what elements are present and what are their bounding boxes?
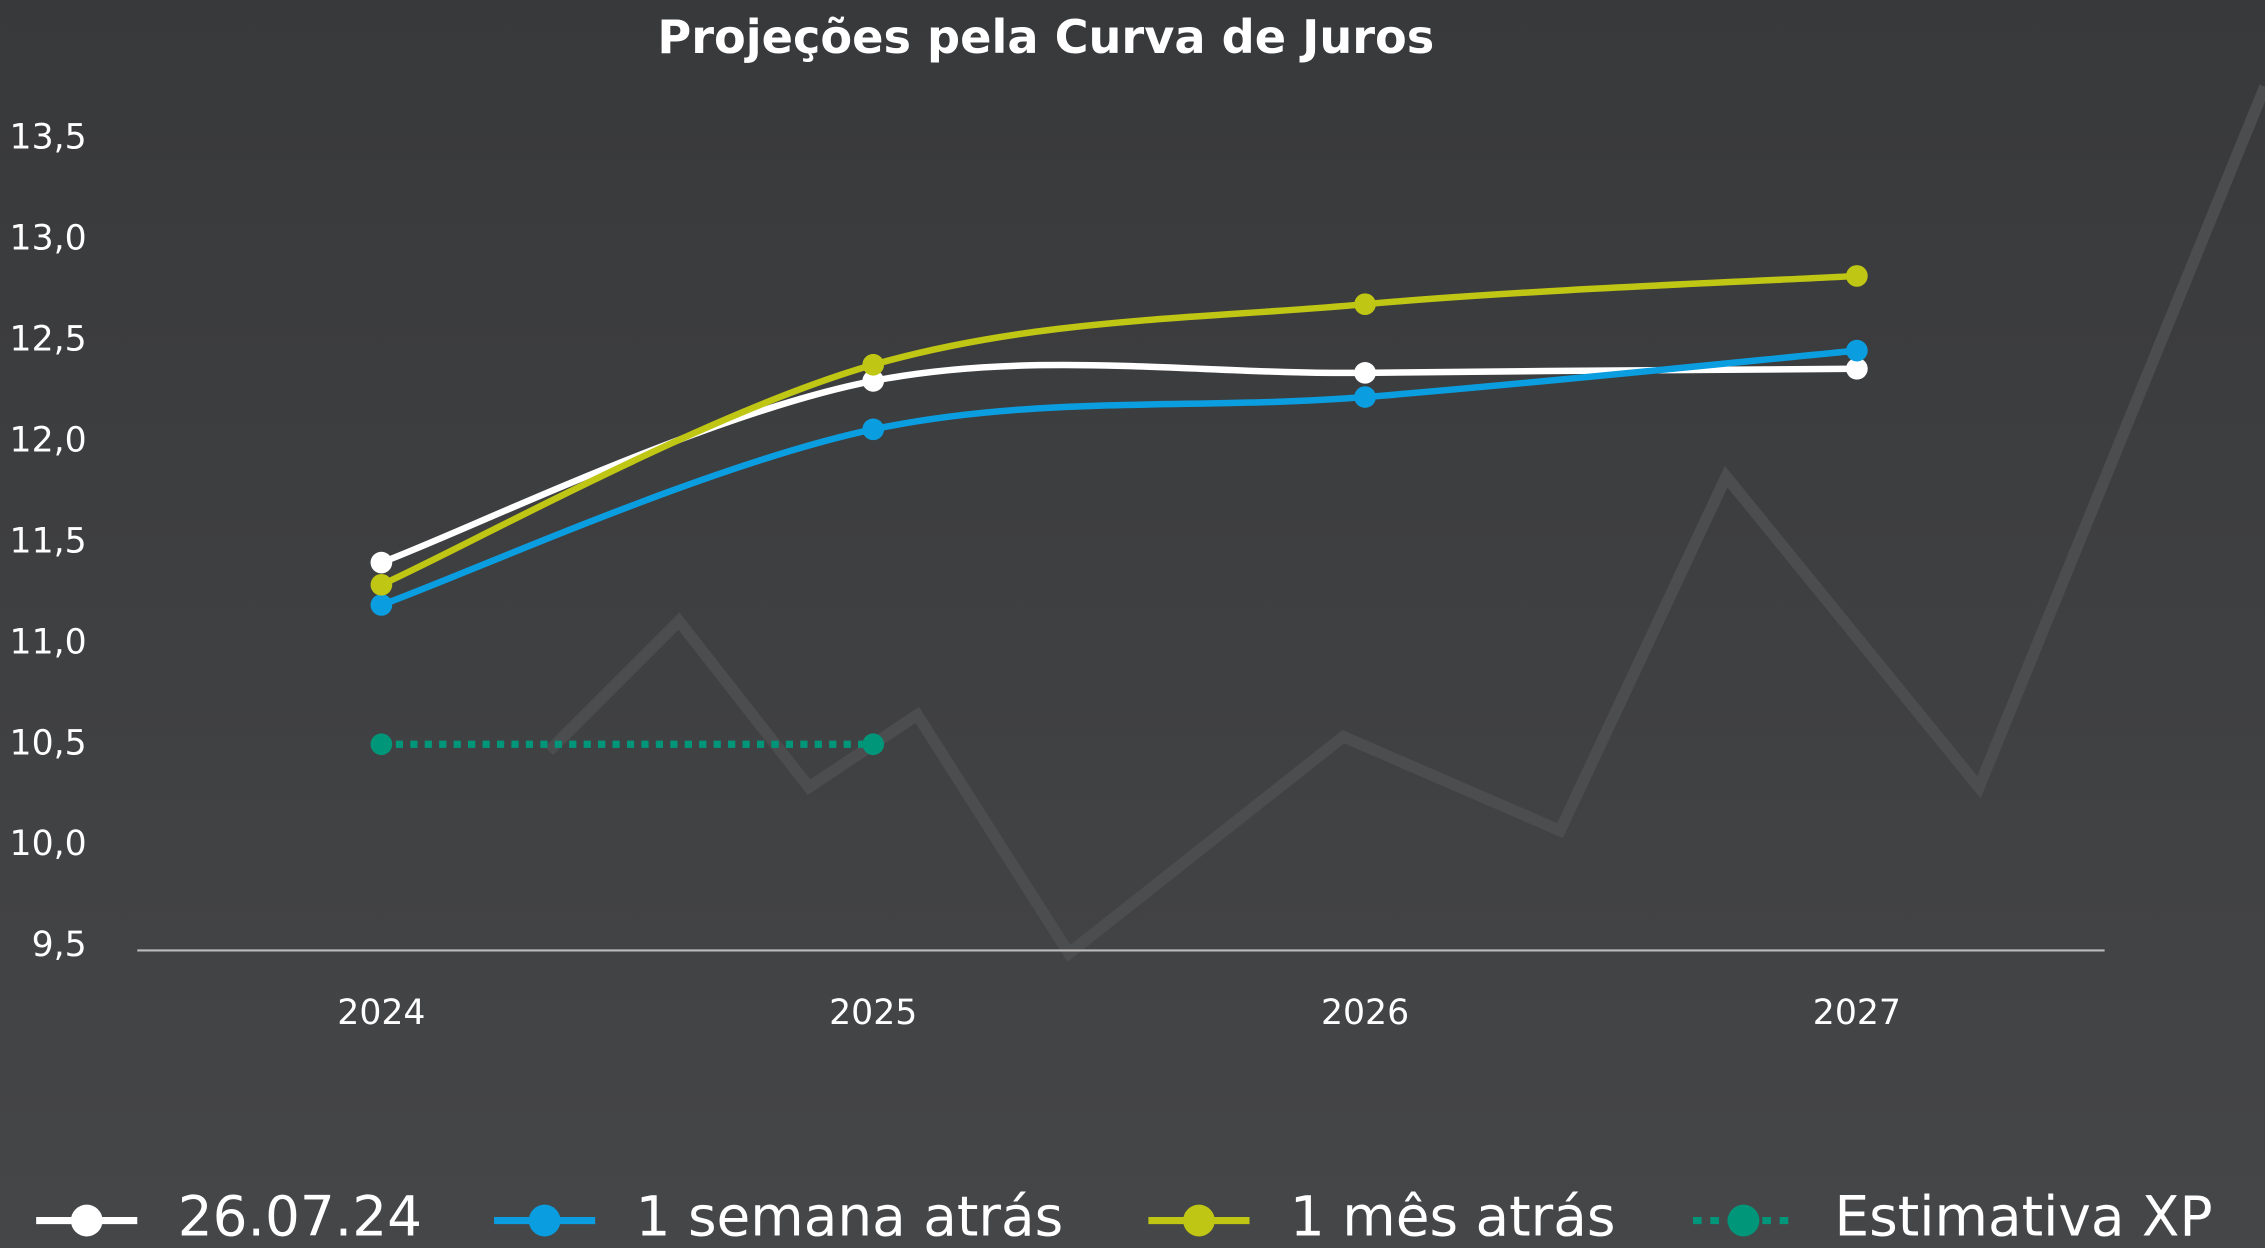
data-point — [862, 353, 885, 376]
data-point — [1354, 386, 1376, 408]
legend-marker — [70, 1204, 103, 1237]
y-tick-label: 11,0 — [10, 622, 87, 662]
legend-label: 1 semana atrás — [636, 1185, 1064, 1248]
data-point — [862, 370, 885, 392]
data-point — [1846, 265, 1868, 287]
x-tick-label: 2026 — [1321, 993, 1409, 1033]
y-tick-label: 12,0 — [10, 420, 87, 460]
legend-marker — [1727, 1204, 1760, 1237]
chart-title: Projeções pela Curva de Juros — [657, 10, 1434, 64]
y-tick-label: 13,0 — [10, 219, 87, 259]
data-point — [370, 573, 393, 596]
x-tick-label: 2025 — [829, 993, 917, 1033]
data-point — [1846, 357, 1868, 380]
legend-label: Estimativa XP — [1835, 1185, 2213, 1248]
series-line — [380, 347, 1858, 609]
x-tick-label: 2024 — [337, 993, 425, 1033]
data-point — [1354, 361, 1376, 384]
y-tick-label: 10,5 — [10, 723, 87, 763]
legend-marker — [1183, 1204, 1215, 1237]
y-tick-label: 13,5 — [10, 118, 87, 158]
legend-marker — [528, 1204, 561, 1237]
series-line — [380, 272, 1858, 588]
legend-label: 26.07.24 — [178, 1185, 422, 1248]
y-tick-label: 9,5 — [32, 925, 87, 965]
data-point — [370, 551, 393, 574]
legend-label: 1 mês atrás — [1290, 1185, 1616, 1248]
data-point — [370, 594, 393, 616]
data-point — [862, 418, 885, 441]
data-point — [370, 733, 393, 756]
y-tick-label: 12,5 — [10, 320, 87, 360]
y-tick-label: 10,0 — [10, 824, 87, 864]
y-tick-label: 11,5 — [10, 521, 87, 561]
decoration — [544, 84, 2265, 962]
data-point — [1846, 339, 1868, 362]
data-point — [1354, 293, 1376, 316]
x-tick-label: 2027 — [1813, 993, 1901, 1033]
data-point — [862, 733, 885, 756]
